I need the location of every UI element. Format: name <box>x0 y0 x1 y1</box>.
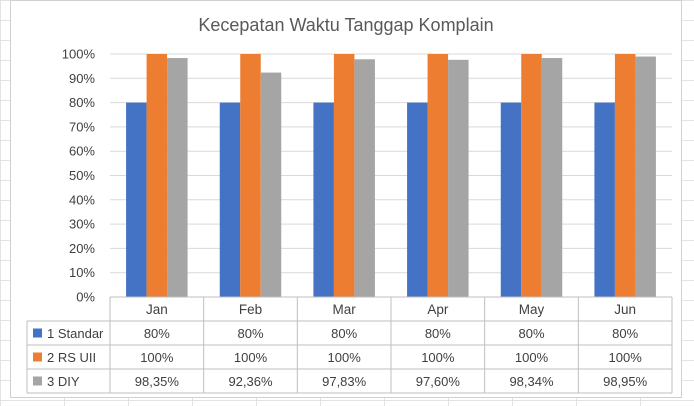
data-label: 80% <box>425 326 451 341</box>
chart-title: Kecepatan Waktu Tanggap Komplain <box>198 15 493 35</box>
data-label: 92,36% <box>228 374 273 389</box>
data-label: 100% <box>328 350 362 365</box>
data-label: 100% <box>140 350 174 365</box>
category-label: Mar <box>333 302 357 317</box>
data-label: 98,95% <box>603 374 648 389</box>
bar-3-mar[interactable] <box>354 59 375 297</box>
data-label: 100% <box>234 350 268 365</box>
y-tick-label: 50% <box>69 168 95 183</box>
bar-2-may[interactable] <box>521 54 542 297</box>
bars <box>126 54 656 298</box>
bar-1-jun[interactable] <box>594 102 615 297</box>
bar-2-feb[interactable] <box>240 54 261 297</box>
bar-3-feb[interactable] <box>260 72 282 297</box>
data-label: 80% <box>518 326 544 341</box>
bar-1-may[interactable] <box>500 102 522 297</box>
data-label: 80% <box>331 326 357 341</box>
legend-key-1 <box>33 328 42 338</box>
category-label: Feb <box>239 302 262 317</box>
data-label: 80% <box>237 326 263 341</box>
data-label: 100% <box>421 350 455 365</box>
data-label: 80% <box>144 326 170 341</box>
category-label: Jan <box>146 302 168 317</box>
data-label: 98,35% <box>135 374 180 389</box>
bar-3-jan[interactable] <box>167 58 188 298</box>
y-tick-label: 20% <box>69 241 95 256</box>
y-tick-label: 40% <box>69 192 95 207</box>
y-tick-label: 60% <box>69 144 95 159</box>
bar-1-feb[interactable] <box>219 102 241 297</box>
legend-label: 3 DIY <box>47 374 80 389</box>
category-label: Apr <box>427 302 449 317</box>
legend-key-2 <box>33 352 42 362</box>
y-tick-label: 70% <box>69 119 95 134</box>
bar-3-jun[interactable] <box>635 56 656 297</box>
bar-2-jan[interactable] <box>146 54 168 297</box>
data-table: Jan Feb Mar Apr May Jun 1 Standar 80% 80% 80% 80% 8… <box>26 296 673 394</box>
bar-1-jan[interactable] <box>126 102 147 297</box>
bar-1-mar[interactable] <box>313 102 334 297</box>
data-label: 97,60% <box>416 374 461 389</box>
y-tick-label: 80% <box>69 95 95 110</box>
bar-3-may[interactable] <box>541 58 563 297</box>
bar-2-mar[interactable] <box>333 54 355 297</box>
category-label: May <box>519 302 545 317</box>
data-label: 100% <box>515 350 549 365</box>
data-label: 100% <box>609 350 643 365</box>
bar-2-apr[interactable] <box>427 54 449 297</box>
y-tick-label: 90% <box>69 71 95 86</box>
y-tick-label: 10% <box>69 265 95 280</box>
y-axis-tick-labels: 0% 10% 20% 30% 40% 50% 60% 70% 80% 90% 100% <box>62 47 96 305</box>
data-label: 98,34% <box>509 374 554 389</box>
bar-3-apr[interactable] <box>448 59 469 297</box>
legend-label: 1 Standar <box>47 326 104 341</box>
category-label: Jun <box>614 302 636 317</box>
bar-2-jun[interactable] <box>614 54 636 297</box>
data-label: 97,83% <box>322 374 367 389</box>
gridlines <box>110 53 672 274</box>
bar-1-apr[interactable] <box>407 102 428 297</box>
legend-key-3 <box>33 376 42 386</box>
data-label: 80% <box>612 326 638 341</box>
y-tick-label: 100% <box>62 47 96 62</box>
legend-label: 2 RS UII <box>47 350 96 365</box>
y-tick-label: 30% <box>69 217 95 232</box>
y-tick-label: 0% <box>76 290 95 305</box>
